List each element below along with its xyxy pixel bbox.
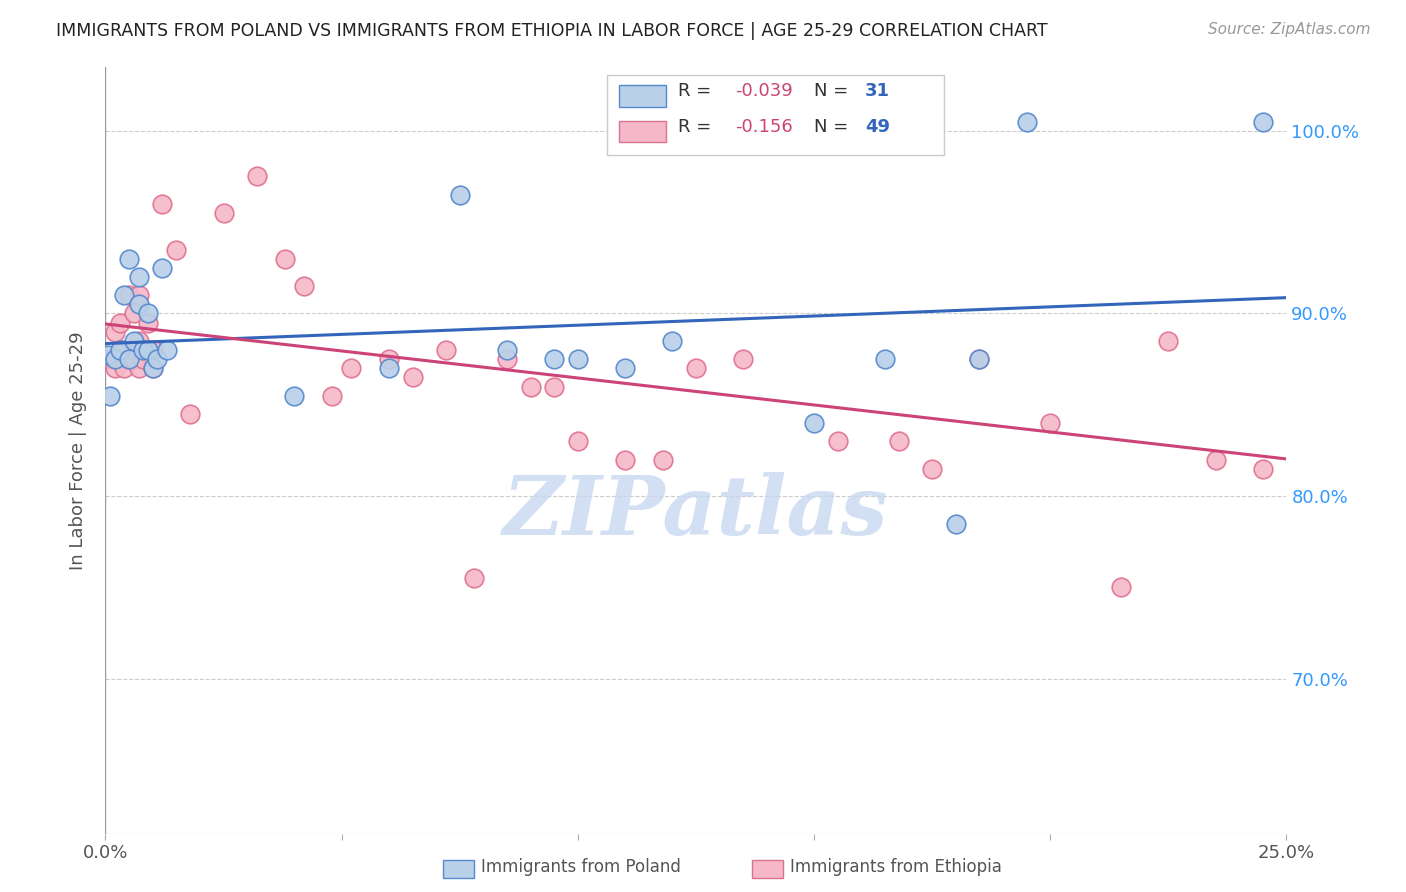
Point [651, 452, 673, 467]
Point [1251, 461, 1274, 475]
Point [97, 349, 120, 363]
Point [128, 297, 150, 311]
Point [733, 352, 755, 367]
Y-axis label: In Labor Force | Age 25-29: In Labor Force | Age 25-29 [69, 331, 87, 570]
Point [246, 169, 269, 184]
Point [136, 316, 159, 330]
Point [921, 461, 943, 475]
Point [1157, 334, 1180, 348]
Point [661, 334, 683, 348]
Point [112, 361, 135, 376]
Point [104, 325, 127, 339]
Text: N =: N = [814, 82, 853, 101]
Point [112, 343, 135, 357]
Point [340, 361, 363, 376]
Text: IMMIGRANTS FROM POLAND VS IMMIGRANTS FROM ETHIOPIA IN LABOR FORCE | AGE 25-29 CO: IMMIGRANTS FROM POLAND VS IMMIGRANTS FRO… [56, 22, 1047, 40]
Point [803, 416, 825, 430]
FancyBboxPatch shape [619, 120, 666, 142]
Point [142, 343, 165, 357]
Text: -0.156: -0.156 [735, 118, 793, 136]
Point [136, 343, 159, 357]
Point [321, 389, 343, 403]
Point [108, 343, 131, 357]
Text: Immigrants from Poland: Immigrants from Poland [481, 858, 681, 876]
Point [128, 334, 150, 348]
Point [179, 407, 201, 421]
Text: Immigrants from Ethiopia: Immigrants from Ethiopia [790, 858, 1002, 876]
Text: Source: ZipAtlas.com: Source: ZipAtlas.com [1208, 22, 1371, 37]
Point [150, 260, 173, 275]
Point [969, 352, 991, 367]
Point [104, 352, 127, 367]
FancyBboxPatch shape [607, 75, 943, 155]
Point [378, 352, 401, 367]
Point [283, 389, 305, 403]
Point [98, 352, 121, 367]
Point [1015, 114, 1038, 128]
Point [165, 243, 187, 257]
Point [212, 206, 235, 220]
Point [543, 379, 565, 393]
Point [496, 352, 519, 367]
Point [118, 352, 141, 367]
Point [128, 269, 150, 284]
Point [122, 334, 145, 348]
Point [98, 389, 121, 403]
Point [945, 516, 967, 531]
Point [887, 434, 910, 449]
Point [150, 197, 173, 211]
Point [118, 288, 141, 302]
Point [104, 361, 127, 376]
Point [519, 379, 541, 393]
Point [136, 306, 159, 320]
Point [496, 343, 519, 357]
Text: 49: 49 [865, 118, 890, 136]
Point [969, 352, 991, 367]
Point [292, 279, 315, 293]
Point [378, 361, 401, 376]
Point [779, 114, 801, 128]
Point [146, 352, 169, 367]
Point [122, 352, 145, 367]
Point [118, 252, 141, 266]
FancyBboxPatch shape [619, 86, 666, 107]
Point [401, 370, 423, 384]
Point [567, 434, 589, 449]
Point [132, 352, 155, 367]
Text: R =: R = [678, 82, 717, 101]
Point [118, 352, 141, 367]
Point [1205, 452, 1227, 467]
Point [132, 343, 155, 357]
Point [463, 571, 485, 585]
Point [142, 361, 165, 376]
Point [112, 288, 135, 302]
Point [122, 306, 145, 320]
Text: -0.039: -0.039 [735, 82, 793, 101]
Point [142, 361, 165, 376]
Point [449, 187, 471, 202]
Point [1039, 416, 1062, 430]
Point [614, 361, 637, 376]
Point [434, 343, 457, 357]
Text: N =: N = [814, 118, 853, 136]
Point [873, 352, 896, 367]
Point [108, 343, 131, 357]
Point [274, 252, 297, 266]
Point [614, 452, 637, 467]
Point [128, 288, 150, 302]
Point [108, 316, 131, 330]
Point [567, 352, 589, 367]
Point [685, 361, 707, 376]
Point [543, 352, 565, 367]
Point [128, 361, 150, 376]
Point [827, 434, 849, 449]
Text: ZIPatlas: ZIPatlas [503, 472, 889, 552]
Point [1251, 114, 1274, 128]
Text: R =: R = [678, 118, 723, 136]
Point [156, 343, 179, 357]
Point [1109, 581, 1132, 595]
Text: 31: 31 [865, 82, 890, 101]
